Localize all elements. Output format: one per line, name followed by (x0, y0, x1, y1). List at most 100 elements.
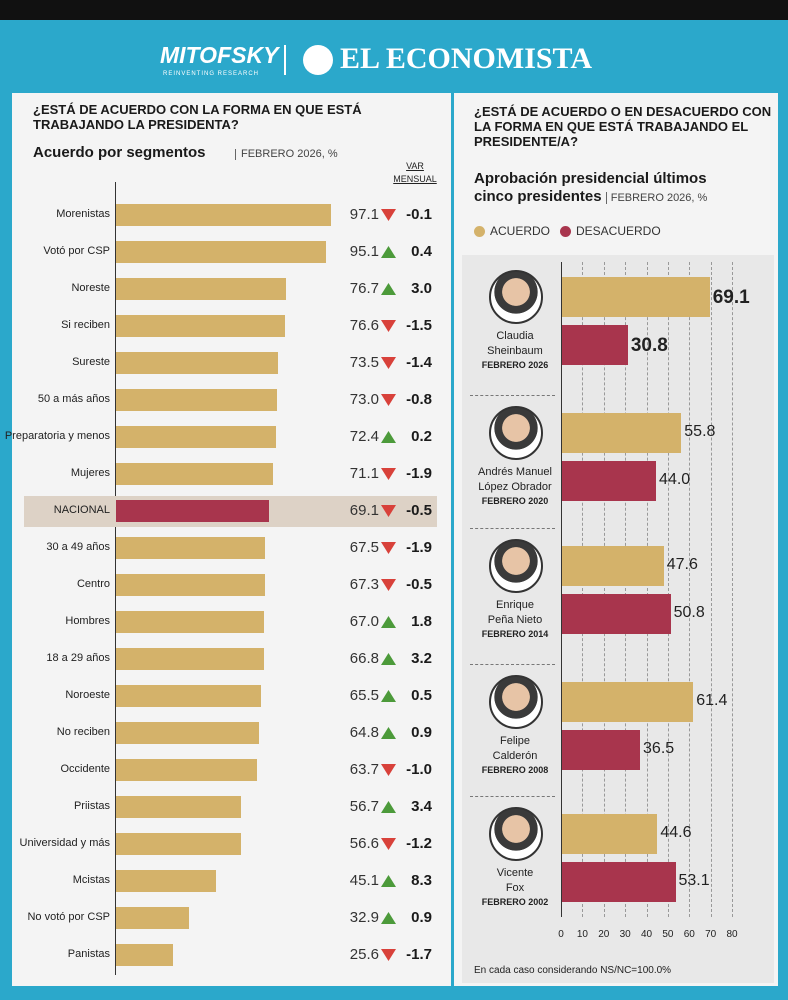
category-label: Claudia Sheinbaum (487, 330, 543, 357)
bar (116, 389, 278, 411)
chart-title: ¿ESTÁ DE ACUERDO CON LA FORMA EN QUE EST… (33, 102, 362, 132)
category-label: Hombres (65, 615, 110, 627)
bar (116, 315, 286, 337)
value-label: 45.1 (349, 872, 379, 889)
x-tick-label: 50 (662, 929, 674, 940)
value-label: 67.5 (349, 539, 379, 556)
legend-label: DESACUERDO (576, 224, 661, 238)
change-label: -1.9 (406, 465, 432, 482)
bar (562, 325, 628, 365)
change-label: 3.0 (411, 280, 432, 297)
category-label: Panistas (67, 948, 110, 960)
portrait (489, 270, 543, 324)
category-label: Morenistas (56, 208, 110, 220)
bar (116, 426, 276, 448)
grid-line (646, 262, 648, 917)
bar (116, 537, 266, 559)
bar (116, 574, 265, 596)
bar (562, 277, 710, 317)
value-label: 72.4 (349, 428, 379, 445)
change-label: -0.8 (406, 391, 432, 408)
separator (470, 796, 555, 797)
legend-swatch (560, 226, 571, 237)
change-label: -0.1 (406, 206, 432, 223)
bar (116, 278, 286, 300)
period-label: FEBRERO 2014 (481, 629, 549, 639)
separator (470, 664, 555, 665)
bar (116, 759, 257, 781)
value-label: 32.9 (349, 909, 379, 926)
bar (116, 648, 264, 670)
change-label: -1.7 (406, 946, 432, 963)
grid-line (625, 262, 627, 917)
bar (116, 463, 274, 485)
subtitle-text: Aprobación presidencial últimos cinco pr… (474, 170, 707, 205)
category-label: Vicente Fox (496, 867, 534, 894)
value-label: 67.3 (349, 576, 379, 593)
value-label: 71.1 (349, 465, 379, 482)
brand: MITOFSKY (160, 42, 279, 68)
grid-line (561, 262, 562, 917)
period-label: FEBRERO 2020 (481, 496, 549, 506)
divider (451, 93, 454, 986)
value-label: 97.1 (349, 206, 379, 223)
value-label: 47.6 (666, 556, 698, 573)
value-label: 55.8 (684, 423, 716, 440)
category-label: Felipe Calderón (492, 735, 538, 762)
value-label: 50.8 (673, 604, 705, 621)
change-label: -0.5 (406, 576, 432, 593)
category-label: 50 a más años (37, 393, 110, 405)
separator (470, 395, 555, 396)
x-tick-label: 10 (576, 929, 588, 940)
bar (562, 730, 641, 770)
category-label: Universidad y más (19, 837, 110, 849)
publisher: EL ECONOMISTA (340, 42, 592, 75)
value-label: 56.6 (349, 835, 379, 852)
bar (116, 907, 189, 929)
bar (562, 546, 664, 586)
chart-note: FEBRERO 2026, % (235, 149, 338, 160)
category-label: Sureste (72, 356, 110, 368)
grid-line (582, 262, 584, 917)
grid-line (667, 262, 669, 917)
tagline: REINVENTING RESEARCH (163, 71, 260, 77)
bar (562, 594, 671, 634)
value-label: 66.8 (349, 650, 379, 667)
category-label: No votó por CSP (27, 911, 110, 923)
value-label: 65.5 (349, 687, 379, 704)
category-label: Mcistas (72, 874, 110, 886)
change-label: -0.5 (406, 502, 432, 519)
change-label: 3.2 (411, 650, 432, 667)
value-label: 69.1 (712, 287, 750, 308)
category-label: Preparatoria y menos (4, 430, 110, 442)
bar (116, 944, 173, 966)
value-label: 73.5 (349, 354, 379, 371)
value-label: 67.0 (349, 613, 379, 630)
category-label: Enrique Peña Nieto (487, 599, 543, 626)
category-label: 30 a 49 años (46, 541, 110, 553)
grid-line (689, 262, 691, 917)
value-label: 76.6 (349, 317, 379, 334)
change-label: -1.4 (406, 354, 432, 371)
value-label: 64.8 (349, 724, 379, 741)
bar (116, 870, 216, 892)
legend-swatch (474, 226, 485, 237)
category-label: No reciben (56, 726, 110, 738)
change-label: 0.9 (411, 909, 432, 926)
change-label: -1.9 (406, 539, 432, 556)
x-tick-label: 20 (598, 929, 610, 940)
change-label: 0.2 (411, 428, 432, 445)
chart-title: ¿ESTÁ DE ACUERDO O EN DESACUERDO CON LA … (474, 104, 772, 149)
value-label: 44.0 (659, 471, 691, 488)
change-label: -1.5 (406, 317, 432, 334)
category-label: Mujeres (70, 467, 110, 479)
period-label: FEBRERO 2026 (481, 360, 549, 370)
bar (116, 796, 242, 818)
category-label: NACIONAL (53, 504, 110, 516)
legend-label: ACUERDO (490, 224, 551, 238)
chart-subtitle: Aprobación presidencial últimos cinco pr… (474, 170, 744, 207)
period-label: FEBRERO 2002 (481, 897, 549, 907)
bar (562, 862, 676, 902)
bar (116, 500, 269, 522)
